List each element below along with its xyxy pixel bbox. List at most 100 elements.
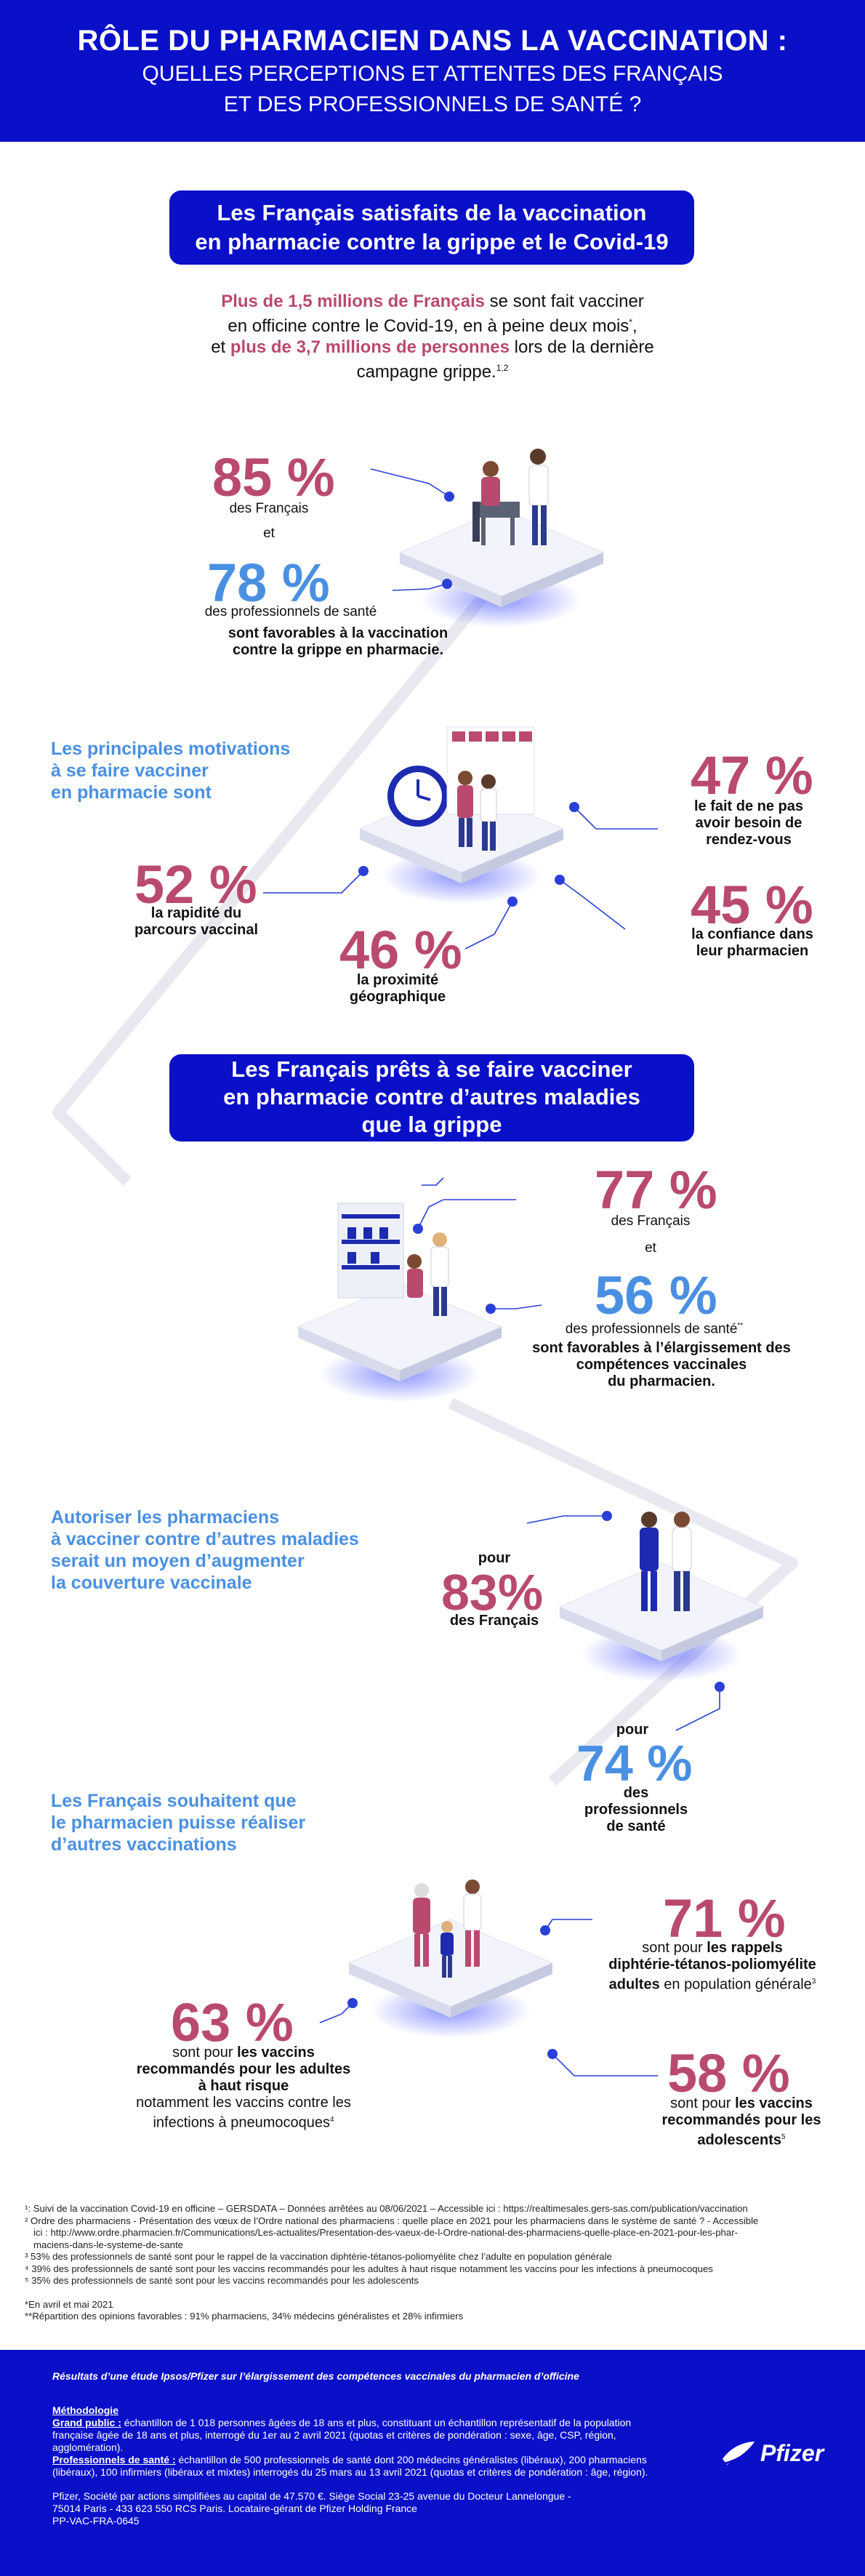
footnote-4: ⁴ 39% des professionnels de santé sont p…	[25, 2263, 713, 2274]
section2-heading-line2: en pharmacie contre d’autres maladies	[223, 1084, 640, 1110]
stat-56-label: des professionnels de santé**	[542, 1317, 767, 1337]
stat-74-pre: pour	[616, 1722, 649, 1738]
s63-b1: les vaccins	[237, 2045, 315, 2061]
stat-83-value: 83%	[441, 1564, 544, 1621]
s71-b3: adultes	[608, 1976, 660, 1993]
stat-and-2: et	[645, 1240, 656, 1256]
section2-heading-line1: Les Français prêts à se faire vacciner	[231, 1056, 632, 1082]
footer-ps-text2: (libéraux), 100 infirmiers (libéraux et …	[52, 2466, 648, 2478]
s74-l2: professionnels	[584, 1802, 688, 1818]
s71-b2: diphtérie-tétanos-poliomyélite	[608, 1957, 816, 1973]
stat-63-value: 63 %	[171, 1992, 294, 2053]
motivation-46-label: la proximité géographique	[325, 972, 470, 1006]
footnote-2b: ici : http://www.ordre.pharmacien.fr/Com…	[33, 2227, 738, 2238]
others-h2: le pharmacien puisse réaliser	[51, 1813, 306, 1833]
footnote-2a: ² Ordre des pharmaciens - Présentation d…	[25, 2215, 759, 2226]
motivations-heading-3: en pharmacie sont	[51, 782, 212, 803]
stat-77-label: des Français	[611, 1213, 691, 1229]
stat-71-label: sont pour les rappels diphtérie-tétanos-…	[582, 1940, 843, 1994]
s71-b1: les rappels	[707, 1940, 783, 1956]
motivation-45-value: 45 %	[691, 875, 813, 935]
m52-l2: parcours vaccinal	[134, 922, 259, 938]
motivation-52-value: 52 %	[134, 854, 257, 915]
authorize-h2: à vacciner contre d’autres maladies	[51, 1529, 359, 1549]
intro-highlight-2: plus de 3,7 millions de personnes	[230, 337, 510, 357]
stat-77-value: 77 %	[595, 1160, 717, 1220]
footer-gp: Grand public : échantillon de 1 018 pers…	[52, 2417, 840, 2429]
section1-intro: Plus de 1,5 millions de Français se sont…	[131, 291, 734, 382]
stat-78-value: 78 %	[207, 553, 330, 613]
two-professionals-illustration	[640, 1512, 692, 1611]
s63-n2: infections à pneumocoques	[153, 2114, 330, 2131]
motivation-47-value: 47 %	[691, 745, 813, 806]
stat-74-value: 74 %	[576, 1735, 693, 1791]
header-banner: RÔLE DU PHARMACIEN DANS LA VACCINATION :…	[0, 0, 865, 142]
stat-85-value: 85 %	[212, 447, 335, 507]
s58-pre: sont pour	[670, 2095, 736, 2111]
s63-sup: 4	[329, 2116, 334, 2124]
s56-c2: compétences vaccinales	[576, 1357, 747, 1373]
pharmacy-shelf-illustration	[337, 1203, 449, 1316]
authorize-h1: Autoriser les pharmaciens	[51, 1507, 280, 1528]
footer-study: Résultats d’une étude Ipsos/Pfizer sur l…	[52, 2370, 579, 2382]
intro-text-5: campagne grippe.	[356, 362, 496, 382]
pfizer-pill-icon	[723, 2441, 755, 2465]
motivations-heading-2: à se faire vacciner	[51, 761, 209, 781]
footer-gp-text3: agglomération).	[52, 2441, 124, 2453]
s74-l3: de santé	[606, 1818, 666, 1834]
s63-n1: notamment les vaccins contre les	[136, 2095, 351, 2111]
s56-c3: du pharmacien.	[608, 1373, 715, 1389]
footer-gp-text: échantillon de 1 018 personnes âgées de …	[121, 2417, 632, 2428]
m52-l1: la rapidité du	[150, 905, 242, 921]
s63-b2: recommandés pour les adultes	[136, 2061, 351, 2077]
others-h3: d’autres vaccinations	[51, 1834, 237, 1855]
s71-pre: sont pour	[642, 1940, 707, 1956]
section2-heading: Les Français prêts à se faire vacciner e…	[169, 1054, 694, 1141]
footnote-star-2: **Répartition des opinions favorables : …	[25, 2311, 464, 2322]
footer: Résultats d’une étude Ipsos/Pfizer sur l…	[0, 2350, 865, 2576]
stat-58-value: 58 %	[667, 2043, 790, 2103]
footer-method-title: Méthodologie	[52, 2404, 118, 2416]
motivations-heading-1: Les principales motivations	[51, 739, 291, 759]
s58-b3: adolescents	[697, 2132, 782, 2148]
intro-text-2: en officine contre le Covid-19, en à pei…	[228, 316, 629, 336]
stat-85-label: des Français	[229, 501, 309, 516]
stat-56-value: 56 %	[595, 1265, 717, 1325]
stat-83-pre: pour	[478, 1550, 511, 1566]
stat-56-sup: **	[737, 1322, 744, 1330]
stat-71-value: 71 %	[663, 1888, 786, 1949]
motivation-46-value: 46 %	[339, 920, 462, 980]
s58-b1: les vaccins	[735, 2095, 813, 2111]
page-subtitle-2: ET DES PROFESSIONNELS DE SANTÉ ?	[223, 92, 642, 116]
footer-company-2: 75014 Paris - 433 623 550 RCS Paris. Loc…	[52, 2503, 417, 2514]
s56-c1: sont favorables à l’élargissement des	[532, 1340, 791, 1356]
conclusion-line2: contre la grippe en pharmacie.	[232, 642, 444, 658]
intro-comma: ,	[632, 316, 637, 336]
section1-heading: Les Français satisfaits de la vaccinatio…	[169, 190, 694, 265]
footer-gp-label: Grand public :	[52, 2417, 121, 2428]
page-title: RÔLE DU PHARMACIEN DANS LA VACCINATION :	[77, 25, 788, 57]
m47-l1: le fait de ne pas	[693, 798, 804, 814]
section1-heading-line1: Les Français satisfaits de la vaccinatio…	[217, 200, 647, 225]
motivation-52-label: la rapidité du parcours vaccinal	[124, 905, 269, 939]
footnote-5: ⁵ 35% des professionnels de santé sont p…	[25, 2275, 419, 2286]
intro-text-4: lors de la dernière	[510, 337, 654, 357]
intro-sup-refs: 1,2	[496, 363, 509, 373]
family-illustration	[413, 1879, 482, 1978]
vaccination-scene-illustration	[472, 449, 549, 545]
s63-b3: à haut risque	[198, 2078, 289, 2094]
authorize-h3: serait un moyen d’augmenter	[51, 1551, 305, 1571]
motivation-45-label: la confiance dans leur pharmacien	[680, 926, 825, 960]
footnotes: ¹: Suivi de la vaccination Covid-19 en o…	[25, 2203, 839, 2323]
others-heading: Les Français souhaitent que le pharmacien…	[51, 1790, 305, 1855]
stat-56-conclusion: sont favorables à l’élargissement des com…	[509, 1340, 814, 1390]
stat-74-label: des professionnels de santé	[578, 1785, 694, 1835]
s71-post: en population générale	[659, 1976, 812, 1993]
stat-58-label: sont pour les vaccins recommandés pour l…	[640, 2095, 843, 2149]
s58-b2: recommandés pour les	[661, 2112, 821, 2128]
m46-l2: géographique	[349, 989, 446, 1005]
section2-heading-line3: que la grippe	[361, 1112, 502, 1137]
pfizer-logo: Pfizer	[720, 2437, 824, 2469]
authorize-heading: Autoriser les pharmaciens à vacciner cont…	[51, 1506, 359, 1594]
footer-ps-label: Professionnels de santé :	[52, 2454, 176, 2465]
